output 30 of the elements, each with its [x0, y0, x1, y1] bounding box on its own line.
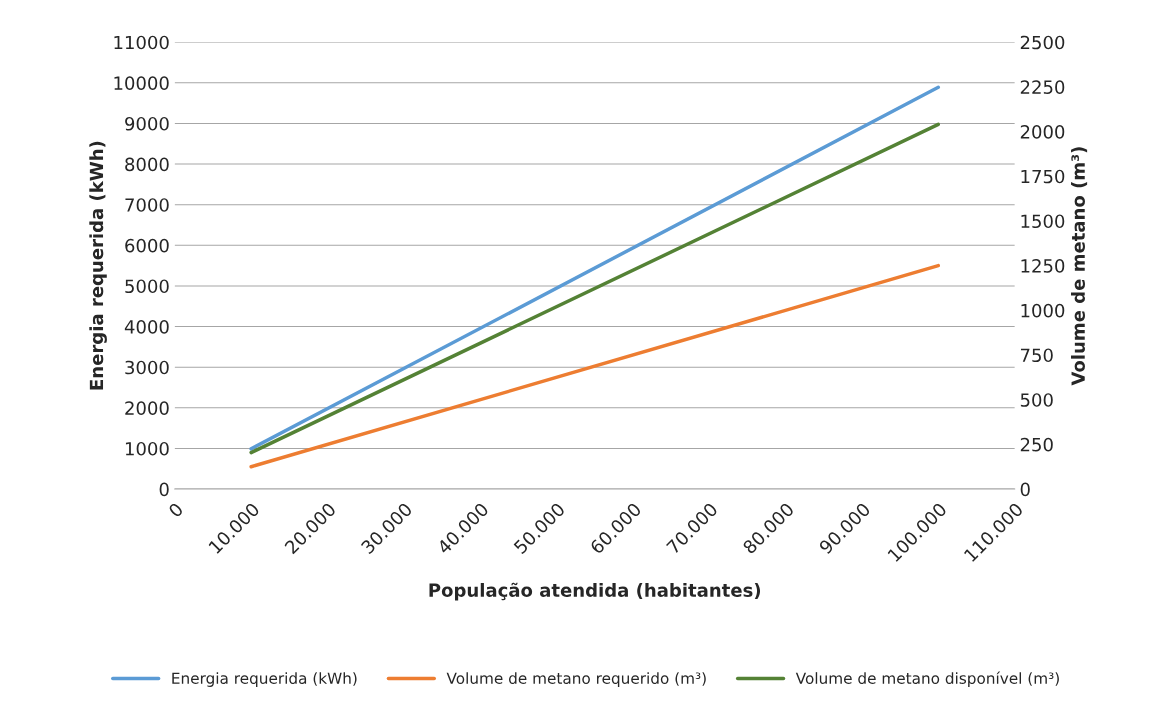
legend-label: Volume de metano disponível (m³) — [795, 671, 1059, 687]
y2-tick-label: 0 — [1020, 482, 1030, 497]
y-tick-label: 2000 — [125, 401, 169, 415]
y-tick-label: 11000 — [114, 35, 169, 50]
y-tick-label: 7000 — [125, 198, 169, 212]
y-tick-label: 1000 — [125, 441, 169, 456]
y-tick-label: 0 — [159, 482, 169, 497]
y2-tick-label: 1250 — [1021, 259, 1065, 273]
y-tick-label: 3000 — [125, 360, 169, 375]
y-tick-label: 9000 — [125, 116, 169, 131]
y2-tick-label: 1500 — [1021, 214, 1065, 229]
x-axis-title: População atendida (habitantes) — [429, 582, 761, 601]
y2-tick-label: 1000 — [1021, 303, 1065, 318]
y2-tick-label: 250 — [1020, 437, 1053, 452]
y-tick-label: 10000 — [114, 76, 169, 90]
y2-tick-label: 2000 — [1020, 125, 1065, 139]
y2-tick-label: 1750 — [1021, 169, 1065, 184]
legend-label: Energia requerida (kWh) — [172, 672, 357, 687]
y-tick-label: 6000 — [125, 238, 169, 253]
y-tick-label: 4000 — [124, 320, 169, 334]
y-tick-label: 5000 — [125, 279, 169, 294]
y-axis-title: Energia requerida (kWh) — [89, 141, 107, 390]
y2-axis-title: Volume de metano (m³) — [1071, 147, 1088, 386]
legend-label: Volume de metano requerido (m³) — [446, 672, 706, 687]
y2-tick-label: 2250 — [1020, 80, 1065, 94]
y2-tick-label: 2500 — [1020, 35, 1065, 50]
x-tick-label: 0 — [167, 501, 184, 519]
y2-tick-label: 500 — [1020, 393, 1053, 407]
y-tick-label: 8000 — [125, 157, 169, 172]
y2-tick-label: 750 — [1020, 348, 1053, 363]
